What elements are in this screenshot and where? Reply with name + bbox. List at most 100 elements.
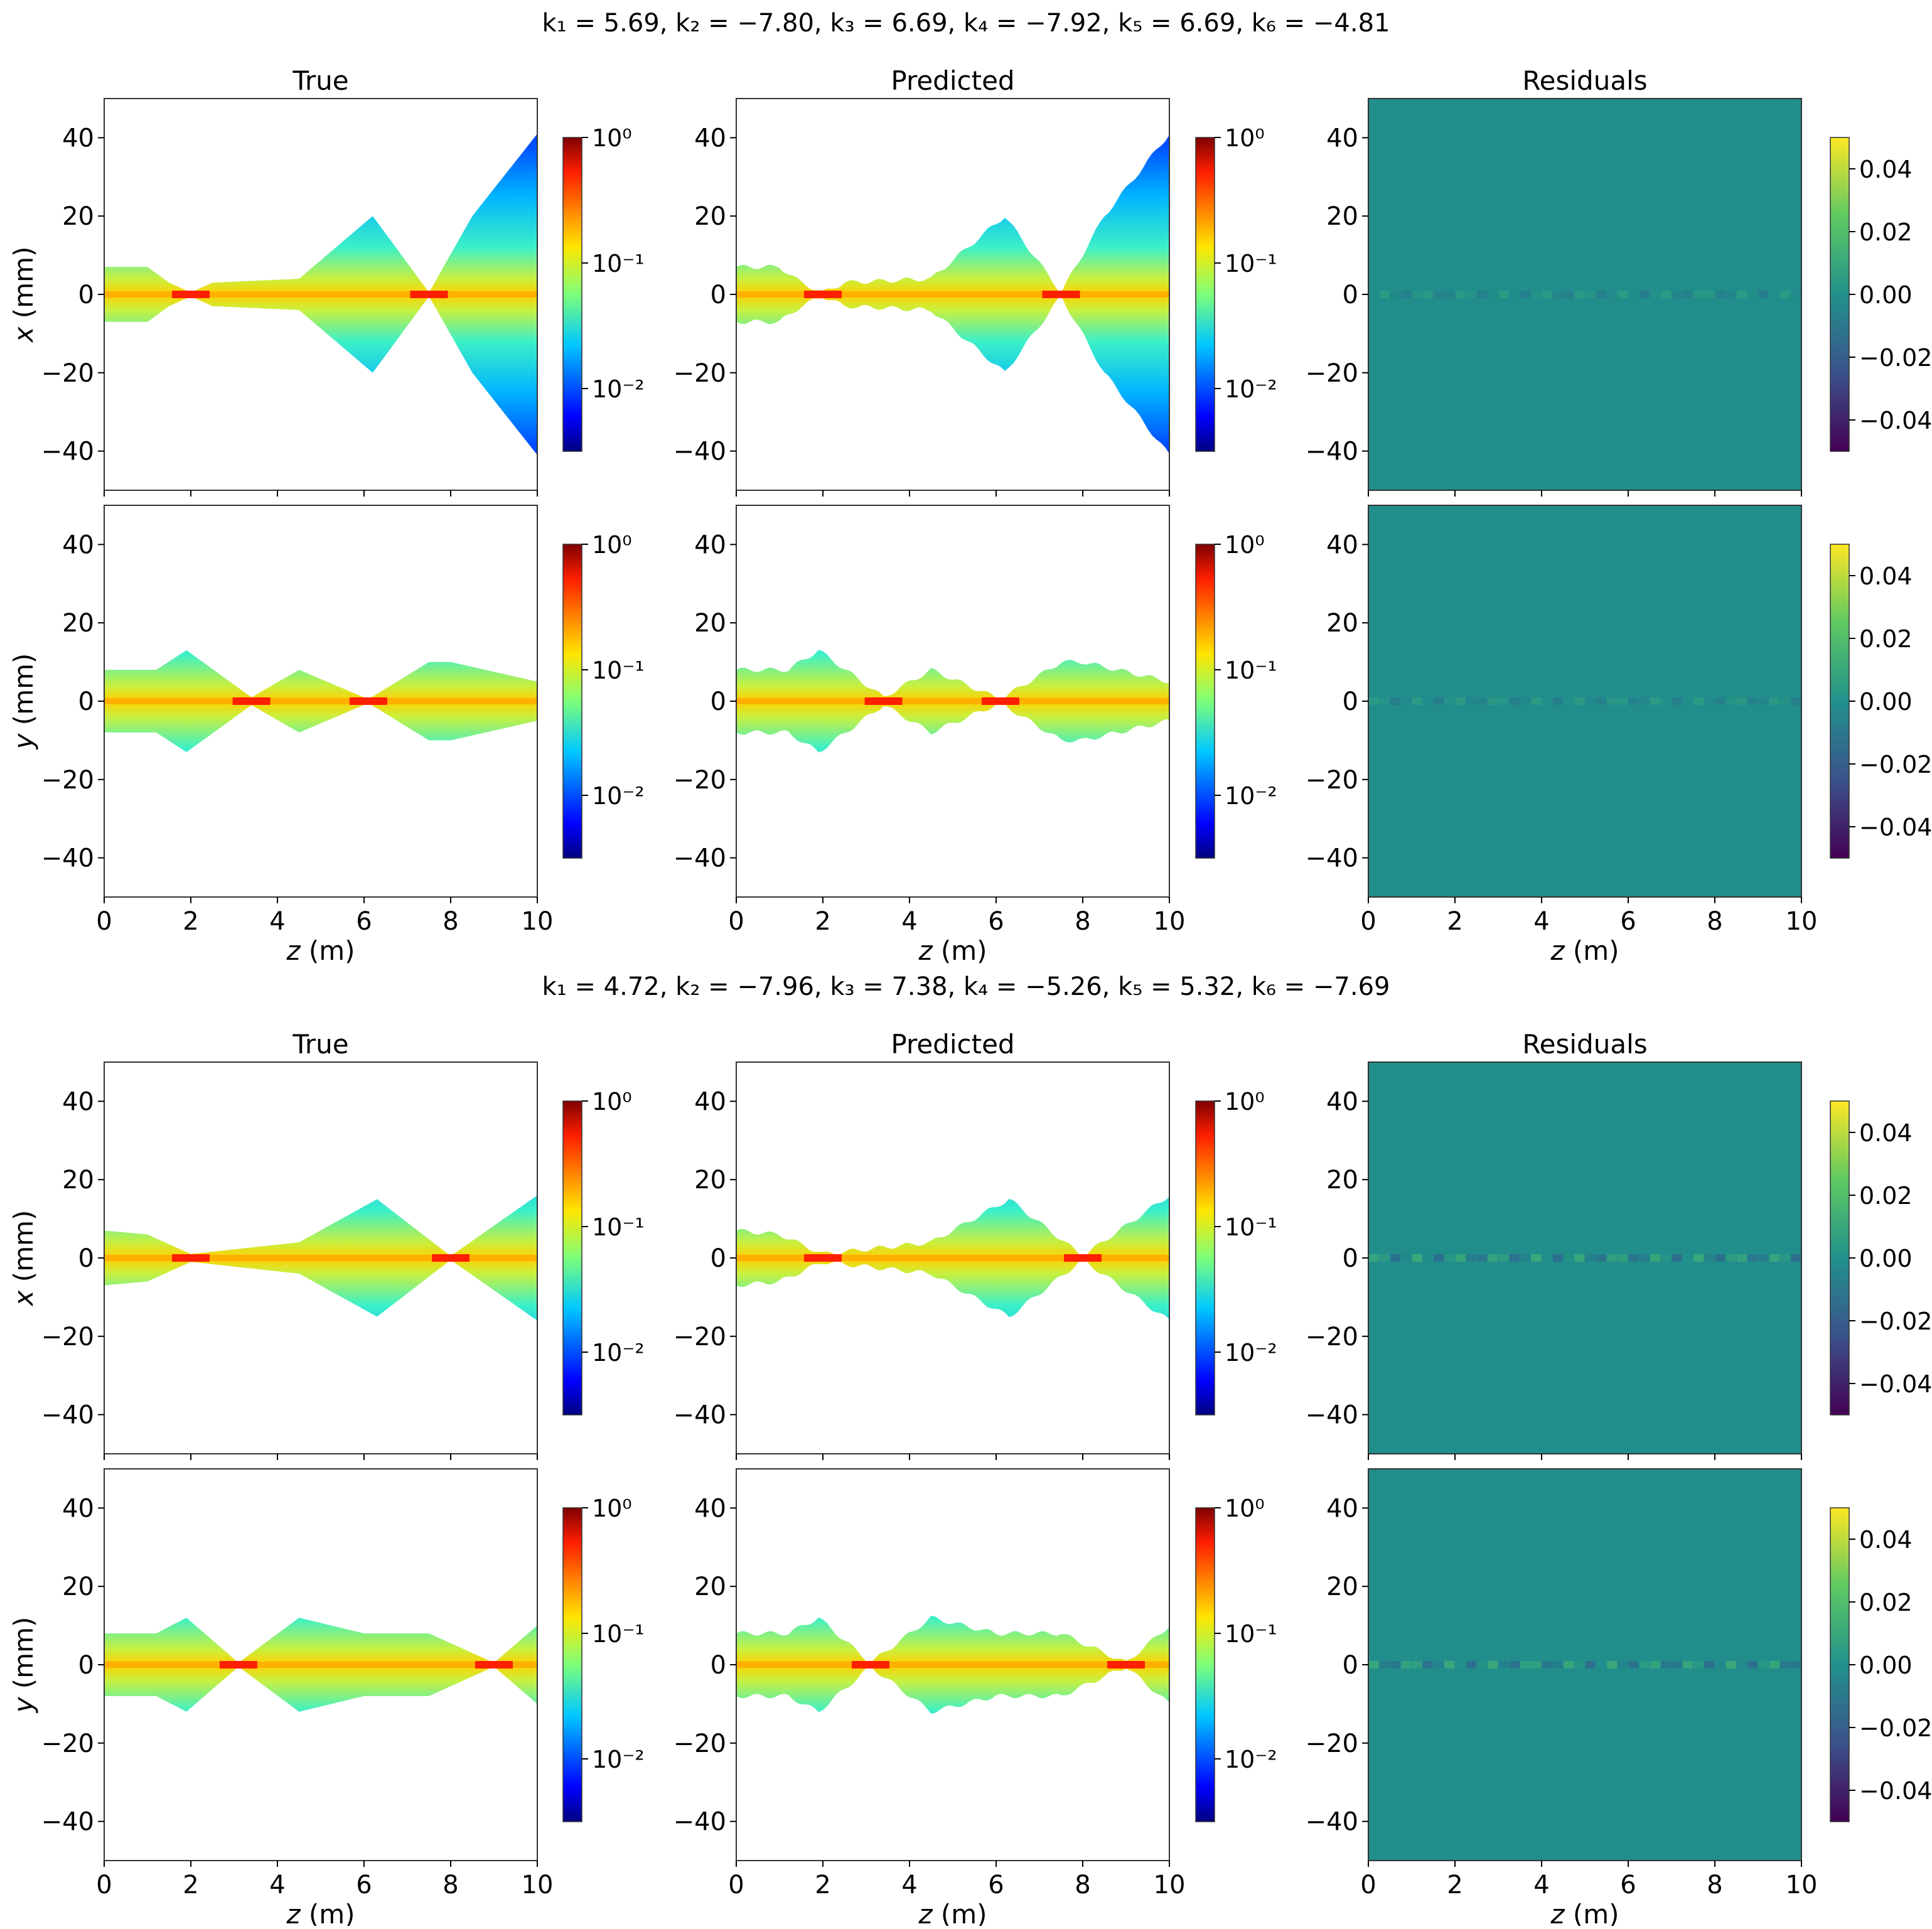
residual-cell <box>1585 697 1596 705</box>
y-tick-label: 40 <box>62 530 94 559</box>
y-tick-label: 0 <box>78 687 94 716</box>
x-tick-label: 6 <box>988 907 1004 936</box>
residual-cell <box>1672 697 1682 705</box>
residual-cell <box>1693 1254 1704 1262</box>
residual-cell <box>1780 1254 1791 1262</box>
x-tick-label: 0 <box>96 907 112 936</box>
residual-cell <box>1423 697 1433 705</box>
colorbar-gradient <box>1195 137 1215 452</box>
beam-waist <box>804 291 842 298</box>
residual-cell <box>1552 291 1563 298</box>
residual-cell <box>1672 1661 1682 1668</box>
y-tick-label: 40 <box>694 530 726 559</box>
residual-cell <box>1498 1254 1509 1262</box>
colorbar-tick-label: 0.02 <box>1859 1589 1913 1616</box>
residual-cell <box>1791 1661 1801 1668</box>
colorbar-tick-label: 10⁰ <box>592 124 632 152</box>
residual-area <box>1368 505 1801 897</box>
beam-waist <box>475 1661 513 1668</box>
x-tick-label: 10 <box>522 907 554 936</box>
beam-waist <box>172 1254 210 1262</box>
colorbar-tick-label: 0.00 <box>1859 688 1913 716</box>
y-tick-label: −40 <box>1306 1808 1358 1837</box>
residual-cell <box>1639 1254 1650 1262</box>
residual-cell <box>1650 697 1661 705</box>
y-axis-label: x (mm) <box>8 1210 39 1308</box>
residual-cell <box>1704 1661 1715 1668</box>
residual-cell <box>1747 697 1758 705</box>
y-tick-label: 20 <box>62 202 94 231</box>
x-tick-label: 10 <box>1154 907 1186 936</box>
residual-cell <box>1401 291 1412 298</box>
residual-cell <box>1520 1254 1531 1262</box>
residual-cell <box>1661 697 1672 705</box>
residual-cell <box>1758 1254 1769 1262</box>
residual-cell <box>1542 1254 1552 1262</box>
residual-cell <box>1574 1254 1585 1262</box>
panel-r2-c2: 40 20 0 −20 −40 0 2 4 6 8 10 z (m) 10⁰ 10⁻¹ 10⁻² <box>674 1468 1277 1929</box>
residual-cell <box>1715 697 1725 705</box>
y-tick-label: 40 <box>694 1494 726 1523</box>
colorbar-gradient <box>1195 1100 1215 1416</box>
residual-cell <box>1715 291 1725 298</box>
colorbar-tick-label: −0.02 <box>1859 1308 1932 1335</box>
residual-cell <box>1455 1254 1466 1262</box>
residual-cell <box>1422 291 1433 298</box>
colorbar-tick-label: −0.04 <box>1859 1370 1932 1398</box>
residual-cell <box>1780 291 1791 298</box>
x-tick-label: 2 <box>1447 907 1462 936</box>
y-tick-label: 0 <box>1343 281 1358 309</box>
y-tick-label: −40 <box>41 1808 94 1837</box>
colorbar-tick-label: 0.04 <box>1859 562 1913 590</box>
residual-cell <box>1758 291 1769 298</box>
panel-r2-c3: 40 20 0 −20 −40 0 2 4 6 8 10 z (m) 0.04 0.02 0.00 −0.02… <box>1306 505 1932 966</box>
y-tick-label: −40 <box>674 438 726 466</box>
residual-cell <box>1737 1254 1747 1262</box>
y-tick-label: −20 <box>41 359 94 388</box>
residual-cell <box>1704 697 1715 705</box>
y-tick-label: −20 <box>1306 1323 1358 1351</box>
residual-cell <box>1434 291 1444 298</box>
colorbar-tick-label: 10⁻² <box>1225 1339 1277 1367</box>
y-tick-label: −40 <box>41 844 94 873</box>
residual-cell <box>1618 291 1628 298</box>
residual-cell <box>1650 1254 1661 1262</box>
colorbar: 0.04 0.02 0.00 −0.02 −0.04 <box>1830 544 1932 859</box>
y-tick-label: 0 <box>1343 687 1358 716</box>
residual-cell <box>1780 1661 1791 1668</box>
residual-cell <box>1368 1661 1379 1668</box>
colorbar: 10⁰ 10⁻¹ 10⁻² <box>562 531 645 859</box>
panel-title: True <box>292 1029 348 1060</box>
colorbar: 10⁰ 10⁻¹ 10⁻² <box>562 124 645 452</box>
colorbar-gradient <box>562 544 582 859</box>
colorbar-tick-label: 10⁻¹ <box>1225 657 1277 684</box>
beam-waist <box>232 697 271 705</box>
panel-r1-c2: Predicted 40 20 0 −20 −40 10⁰ 10⁻¹ 10⁻² <box>674 1029 1277 1460</box>
colorbar: 10⁰ 10⁻¹ 10⁻² <box>1195 124 1277 452</box>
residual-cell <box>1422 1661 1433 1668</box>
colorbar-tick-label: −0.04 <box>1859 407 1932 434</box>
residual-cell <box>1455 697 1466 705</box>
y-tick-label: 20 <box>1326 609 1358 638</box>
residual-cell <box>1747 1661 1758 1668</box>
y-tick-label: 40 <box>694 1087 726 1116</box>
residual-cell <box>1683 697 1693 705</box>
colorbar: 10⁰ 10⁻¹ 10⁻² <box>1195 1088 1277 1416</box>
residual-cell <box>1683 1254 1693 1262</box>
y-tick-label: 20 <box>694 1572 726 1601</box>
residual-cell <box>1564 1254 1574 1262</box>
x-tick-label: 10 <box>1786 907 1818 936</box>
panel-r2-c3: 40 20 0 −20 −40 0 2 4 6 8 10 z (m) 0.04 0.02 0.00 −0.02… <box>1306 1468 1932 1929</box>
panel-r2-c2: 40 20 0 −20 −40 0 2 4 6 8 10 z (m) 10⁰ 10⁻¹ 10⁻² <box>674 505 1277 966</box>
residual-cell <box>1639 291 1650 298</box>
colorbar-tick-label: 10⁻² <box>592 1746 645 1773</box>
x-tick-label: 4 <box>269 1871 285 1899</box>
residual-cell <box>1390 291 1401 298</box>
x-tick-label: 4 <box>901 907 917 936</box>
residual-cell <box>1574 697 1585 705</box>
residual-cell <box>1618 697 1628 705</box>
residual-cell <box>1520 697 1531 705</box>
residual-cell <box>1509 1254 1520 1262</box>
residual-cell <box>1552 697 1563 705</box>
